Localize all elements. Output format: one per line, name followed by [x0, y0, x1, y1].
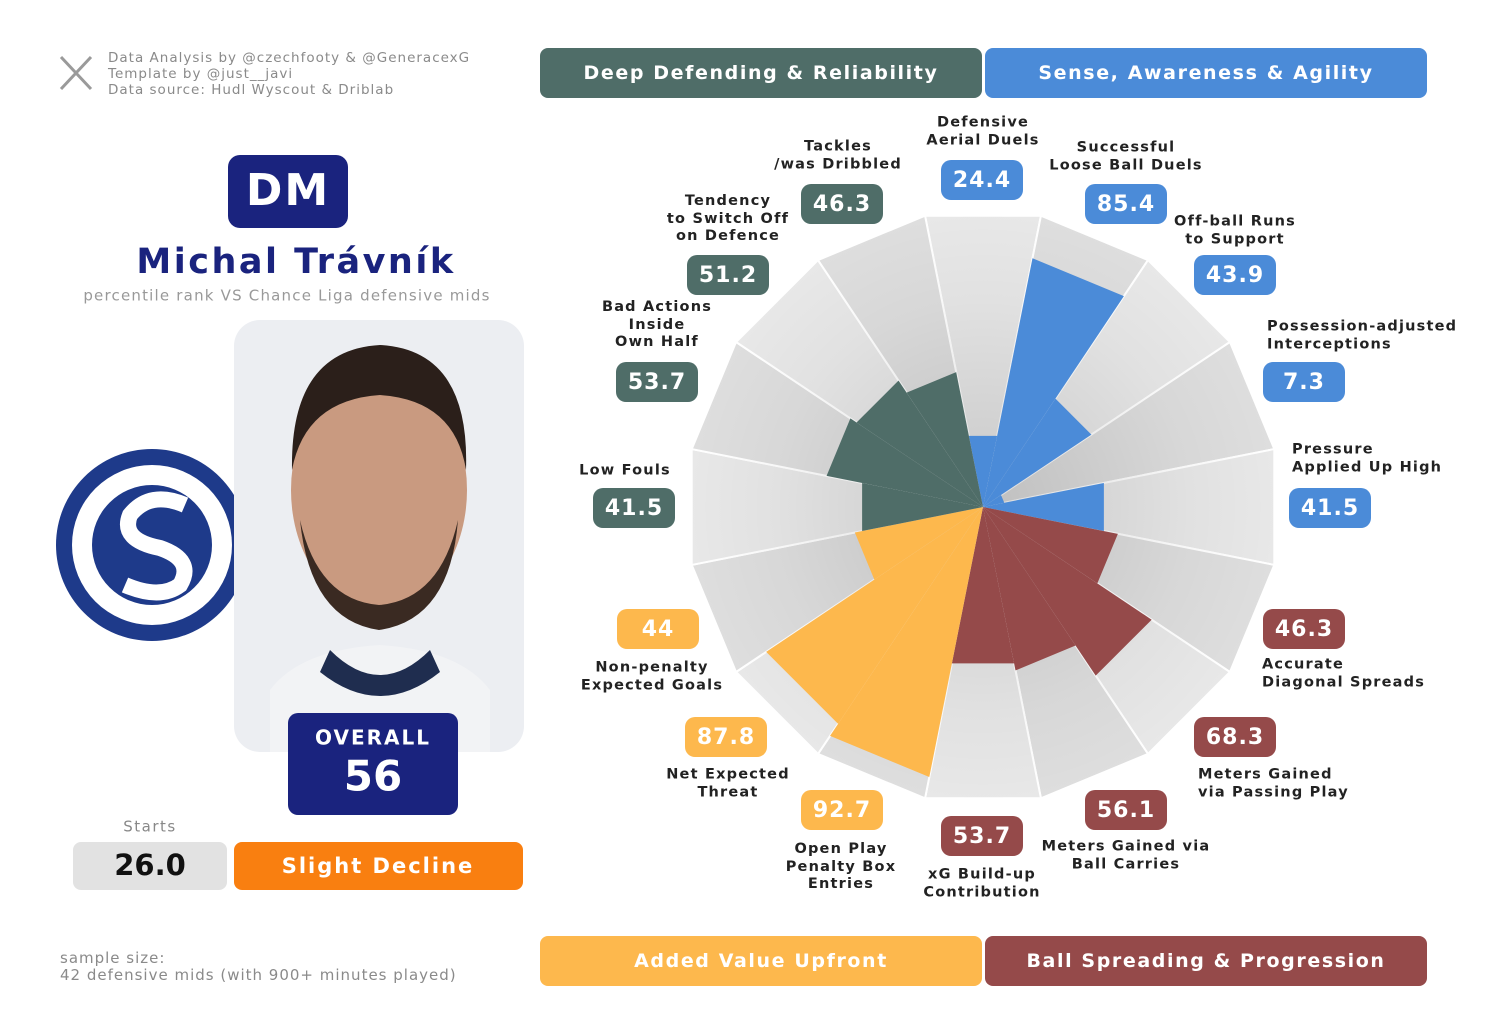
slice	[951, 507, 1015, 664]
value-label: 24.4	[953, 168, 1011, 193]
category-label: Off-ball Runs to Support	[1174, 213, 1296, 248]
category-label: Defensive Aerial Duels	[926, 114, 1040, 149]
x-logo	[59, 55, 93, 91]
category-label: Meters Gained via Passing Play	[1198, 766, 1349, 801]
value-label: 41.5	[1301, 496, 1359, 521]
credit: Data Analysis by @czechfooty & @Generace…	[108, 50, 471, 66]
value-label: 92.7	[813, 798, 871, 823]
player-name: Michal Trávník	[136, 242, 455, 282]
slice	[983, 507, 1152, 676]
sample-size: 42 defensive mids (with 900+ minutes pla…	[60, 966, 457, 984]
starts-value: 26.0	[114, 848, 186, 882]
slice	[983, 507, 1076, 671]
pizza-chart: 24.4 85.4 43.9 7.3 41.5 46.3 68.3 56.1 53.7 92.7 8…	[593, 160, 1371, 856]
trend-box	[234, 842, 523, 890]
category-label: Possession-adjusted Interceptions	[1267, 318, 1458, 353]
value-box	[1085, 184, 1167, 224]
value-box	[801, 184, 883, 224]
value-box	[1263, 609, 1345, 649]
value-box	[1194, 717, 1276, 757]
club-logo	[56, 449, 236, 641]
value-label: 41.5	[605, 496, 663, 521]
value-label: 85.4	[1097, 192, 1155, 217]
value-label: 43.9	[1206, 263, 1264, 288]
value-box	[801, 790, 883, 830]
group-header: Sense, Awareness & Agility	[985, 48, 1427, 98]
slice	[983, 482, 1104, 532]
value-label: 68.3	[1206, 725, 1264, 750]
category-label: Low Fouls	[579, 462, 671, 479]
slice	[983, 507, 1118, 584]
overall-box	[288, 713, 458, 815]
value-box	[687, 255, 769, 295]
category-label: Tackles /was Dribbled	[774, 138, 902, 173]
value-box	[1289, 488, 1371, 528]
value-box	[1263, 362, 1345, 402]
category-label: xG Build-up Contribution	[923, 866, 1041, 901]
value-box	[617, 609, 699, 649]
slice	[862, 482, 983, 532]
value-label: 87.8	[697, 725, 755, 750]
slice	[983, 258, 1124, 507]
value-label: 53.7	[953, 824, 1011, 849]
category-label: Non-penalty Expected Goals	[580, 659, 724, 694]
trend: Slight Decline	[282, 854, 475, 878]
starts-box	[73, 842, 227, 890]
category-label: Net Expected Threat	[666, 766, 790, 801]
slice	[906, 372, 983, 507]
group-header: Deep Defending & Reliability	[540, 48, 982, 98]
position: DM	[246, 165, 330, 216]
value-box	[941, 160, 1023, 200]
category-label: Meters Gained via Ball Carries	[1041, 838, 1211, 873]
starts-label: Starts	[123, 818, 176, 836]
overall-value: 56	[344, 752, 402, 801]
category-label: Open Play Penalty Box Entries	[785, 840, 897, 892]
value-box	[616, 362, 698, 402]
group-header: Ball Spreading & Progression	[985, 936, 1427, 986]
category-label: Tendency to Switch Off on Defence	[666, 192, 790, 244]
slice	[830, 507, 983, 778]
group-header: Added Value Upfront	[540, 936, 982, 986]
category-label: Bad Actions Inside Own Half	[601, 298, 713, 350]
value-box	[1194, 255, 1276, 295]
value-label: 44	[642, 617, 675, 642]
slice	[983, 494, 1005, 507]
value-box	[593, 488, 675, 528]
overall-label: OVERALL	[315, 726, 431, 750]
value-label: 53.7	[628, 370, 686, 395]
slice	[766, 507, 983, 724]
value-label: 56.1	[1097, 798, 1155, 823]
subtitle: percentile rank VS Chance Liga defensive…	[83, 287, 490, 305]
player-photo	[234, 320, 524, 752]
category-label: Successful Loose Ball Duels	[1049, 139, 1203, 174]
position-box	[228, 155, 348, 228]
value-box	[941, 816, 1023, 856]
credit: Data source: Hudl Wyscout & Driblab	[108, 82, 395, 98]
value-label: 46.3	[813, 192, 871, 217]
credit: Template by @just__javi	[108, 66, 294, 82]
slice	[983, 398, 1092, 507]
value-label: 51.2	[699, 263, 757, 288]
slice	[968, 435, 998, 507]
value-box	[685, 717, 767, 757]
value-label: 46.3	[1275, 617, 1333, 642]
value-label: 7.3	[1283, 370, 1325, 395]
slice	[854, 507, 983, 580]
category-label: Accurate Diagonal Spreads	[1262, 656, 1426, 691]
category-label: Pressure Applied Up High	[1292, 441, 1443, 476]
value-box	[1085, 790, 1167, 830]
slice	[826, 418, 983, 507]
sample-size: sample size:	[60, 949, 166, 967]
slice	[856, 380, 983, 507]
